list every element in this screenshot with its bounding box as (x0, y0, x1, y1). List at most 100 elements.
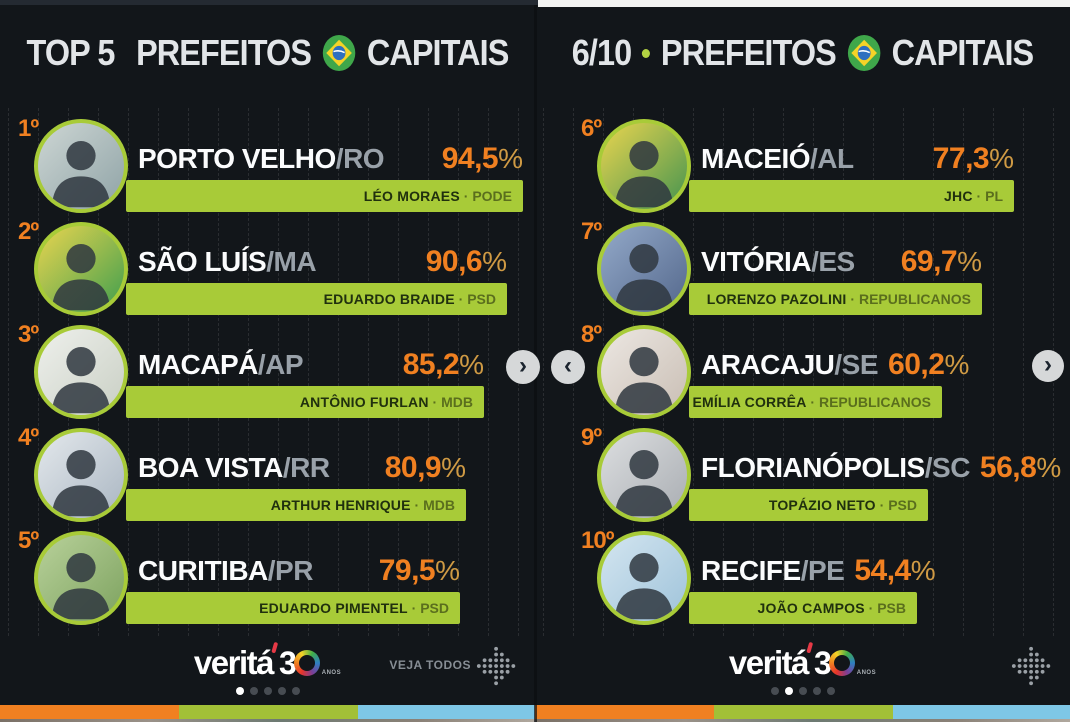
carousel-dot[interactable] (812, 687, 821, 695)
mayor-photo (597, 325, 691, 419)
person-silhouette-icon (51, 450, 111, 517)
logo-anos: ANOS (856, 670, 877, 676)
stripe-orange (0, 705, 180, 719)
next-slide-button-right[interactable]: › (1032, 350, 1064, 382)
color-stripe (0, 705, 535, 719)
city-label: MACAPÁ/AP (138, 349, 304, 380)
approval-percentage: 56,8% (979, 451, 1062, 484)
separator: · (806, 394, 819, 410)
background-dashed-line (873, 108, 874, 636)
approval-bar: EMÍLIA CORRÊA · REPUBLICANOS (689, 386, 942, 418)
logo-number: 3 (278, 645, 297, 681)
mayor-photo (597, 119, 691, 213)
carousel-dot-active[interactable] (784, 687, 793, 695)
background-dashed-line (128, 108, 129, 636)
approval-bar: TOPÁZIO NETO · PSD (689, 489, 928, 521)
logo-anos: ANOS (321, 670, 342, 676)
carousel-dot[interactable] (249, 687, 258, 695)
carousel-dot[interactable] (770, 687, 779, 695)
slide-6-10: 6/10 PREFEITOS CAPITAIS 6º (535, 0, 1070, 722)
title-prefix: TOP 5 (26, 32, 116, 73)
next-slide-button[interactable]: › (506, 350, 540, 384)
party-label: PODE (472, 188, 512, 204)
carousel-dot[interactable] (277, 687, 286, 695)
separator: · (410, 497, 424, 513)
person-silhouette-icon (614, 553, 674, 620)
background-dashed-line (188, 108, 189, 636)
rank-label: 9º (581, 424, 602, 451)
prev-slide-button[interactable]: ‹ (551, 350, 585, 384)
person-silhouette-icon (51, 244, 111, 311)
party-label: PSB (877, 600, 906, 616)
ranking-row: 5º EDUARDO PIMENTEL · PSD CURITIBA/PR 79… (0, 527, 535, 633)
title-suffix: CAPITAIS (891, 32, 1035, 73)
ranking-row: 4º ARTHUR HENRIQUE · MDB BOA VISTA/RR 80… (0, 424, 535, 530)
color-stripe (535, 705, 1070, 719)
background-dashed-line (488, 108, 489, 636)
mayor-photo (34, 325, 128, 419)
background-dashed-line (993, 108, 994, 636)
party-label: PL (985, 188, 1003, 204)
approval-percentage: 94,5% (441, 142, 523, 175)
carousel-dot-active[interactable] (235, 687, 244, 695)
carousel-dot[interactable] (291, 687, 300, 695)
person-silhouette-icon (51, 553, 111, 620)
ranking-row: 6º JHC · PL MACEIÓ/AL 77,3% (535, 115, 1070, 221)
dot-arrow-icon[interactable] (1010, 644, 1056, 690)
background-dashed-line (428, 108, 429, 636)
chevron-right-icon: › (1044, 350, 1052, 378)
approval-percentage: 60,2% (888, 348, 970, 381)
background-dashed-line (903, 108, 904, 636)
ranking-row: 3º ANTÔNIO FURLAN · MDB MACAPÁ/AP 85,2% (0, 321, 535, 427)
rank-label: 1º (18, 115, 39, 142)
background-dashed-line (783, 108, 784, 636)
verita-logo: veritá 3 ANOS (0, 641, 535, 682)
rank-label: 7º (581, 218, 602, 245)
carousel-dots (0, 687, 535, 695)
approval-percentage: 54,4% (854, 554, 936, 587)
carousel-dot[interactable] (826, 687, 835, 695)
rank-label: 8º (581, 321, 602, 348)
person-silhouette-icon (614, 141, 674, 208)
mayor-photo (597, 531, 691, 625)
ranking-list: 6º JHC · PL MACEIÓ/AL 77,3% 7º (535, 115, 1070, 633)
logo-number: 3 (813, 645, 832, 681)
stripe-blue (358, 705, 535, 719)
mayor-photo (34, 222, 128, 316)
chevron-left-icon: ‹ (564, 351, 572, 379)
veja-todos-link[interactable]: VEJA TODOS (389, 658, 471, 672)
carousel-dots (535, 687, 1070, 695)
party-label: PSD (420, 600, 449, 616)
ranking-row: 9º TOPÁZIO NETO · PSD FLORIANÓPOLIS/SC 5… (535, 424, 1070, 530)
city-label: MACEIÓ/AL (701, 143, 854, 174)
approval-percentage: 80,9% (384, 451, 466, 484)
person-silhouette-icon (614, 347, 674, 414)
separator: · (846, 291, 859, 307)
approval-bar: JOÃO CAMPOS · PSB (689, 592, 917, 624)
approval-percentage: 69,7% (900, 245, 982, 278)
panel-title: 6/10 PREFEITOS CAPITAIS (562, 32, 1044, 74)
approval-bar: EDUARDO BRAIDE · PSD (126, 283, 507, 315)
stripe-green (179, 705, 359, 719)
carousel-dot[interactable] (263, 687, 272, 695)
carousel-dot[interactable] (798, 687, 807, 695)
next-content-peek (0, 719, 535, 722)
city-label: SÃO LUÍS/MA (138, 246, 317, 277)
background-dashed-line (933, 108, 934, 636)
background-dashed-line (963, 108, 964, 636)
approval-percentage: 85,2% (402, 348, 484, 381)
separator: · (407, 600, 421, 616)
approval-bar: LORENZO PAZOLINI · REPUBLICANOS (689, 283, 982, 315)
logo-ring-icon (293, 650, 320, 676)
dot-arrow-icon[interactable] (475, 644, 521, 690)
background-dashed-line (1023, 108, 1024, 636)
approval-bar: LÉO MORAES · PODE (126, 180, 523, 212)
mayor-photo (34, 119, 128, 213)
chevron-right-icon: › (519, 351, 527, 379)
dot-separator-icon (642, 48, 651, 58)
ranking-row: 10º JOÃO CAMPOS · PSB RECIFE/PE 54,4% (535, 527, 1070, 633)
person-silhouette-icon (51, 141, 111, 208)
stripe-blue (893, 705, 1070, 719)
mayor-name: ARTHUR HENRIQUE (270, 497, 411, 513)
slide-top-5: TOP 5 PREFEITOS CAPITAIS 1º (0, 32, 535, 722)
